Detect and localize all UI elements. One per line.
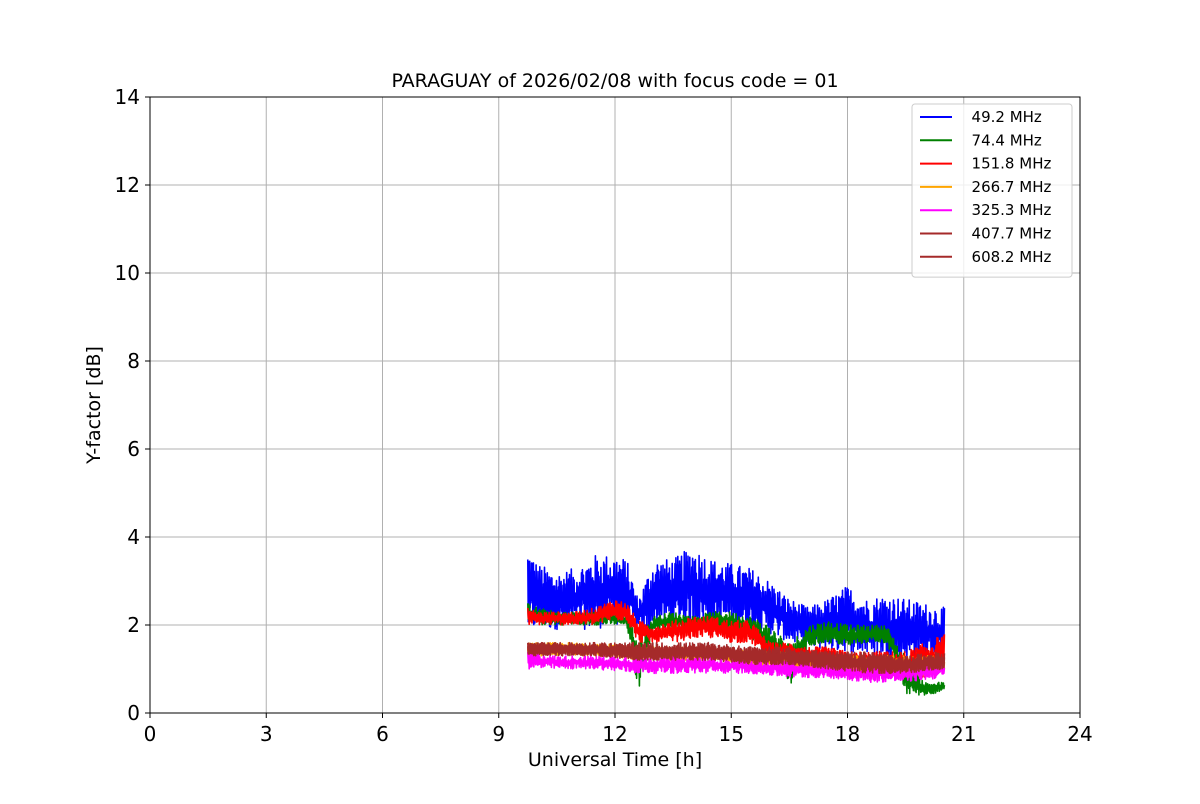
legend-label: 74.4 MHz — [962, 131, 1042, 149]
x-tick-label: 6 — [376, 722, 389, 746]
x-axis-label: Universal Time [h] — [528, 749, 702, 771]
y-tick-label: 4 — [127, 525, 140, 549]
legend-label: 49.2 MHz — [962, 108, 1042, 126]
legend: 49.2 MHz 74.4 MHz 151.8 MHz 266.7 MHz 32… — [911, 103, 1073, 278]
legend-label: 325.3 MHz — [962, 201, 1051, 219]
chart-title: PARAGUAY of 2026/02/08 with focus code =… — [391, 70, 838, 92]
y-axis: 0 2 4 6 8 10 12 14 — [115, 85, 150, 725]
y-tick-label: 10 — [115, 261, 140, 285]
x-tick-label: 0 — [144, 722, 157, 746]
y-tick-label: 0 — [127, 701, 140, 725]
series-line-0 — [527, 550, 946, 661]
legend-label: 151.8 MHz — [962, 155, 1051, 173]
y-tick-label: 12 — [115, 173, 140, 197]
x-tick-label: 21 — [951, 722, 976, 746]
x-tick-label: 18 — [835, 722, 860, 746]
x-axis: 0 3 6 9 12 15 18 21 24 — [144, 713, 1093, 746]
y-tick-label: 14 — [115, 85, 140, 109]
legend-label: 608.2 MHz — [962, 248, 1051, 266]
y-tick-label: 2 — [127, 613, 140, 637]
series-line-6 — [527, 641, 946, 674]
x-tick-label: 3 — [260, 722, 273, 746]
x-tick-label: 9 — [492, 722, 505, 746]
legend-label: 266.7 MHz — [962, 178, 1051, 196]
series-layer — [527, 550, 946, 696]
y-tick-label: 6 — [127, 437, 140, 461]
y-tick-label: 8 — [127, 349, 140, 373]
y-axis-label: Y-factor [dB] — [83, 346, 105, 465]
legend-label: 407.7 MHz — [962, 225, 1051, 243]
series-line-2 — [527, 600, 946, 679]
x-tick-label: 12 — [602, 722, 627, 746]
x-tick-label: 15 — [719, 722, 744, 746]
x-tick-label: 24 — [1067, 722, 1092, 746]
